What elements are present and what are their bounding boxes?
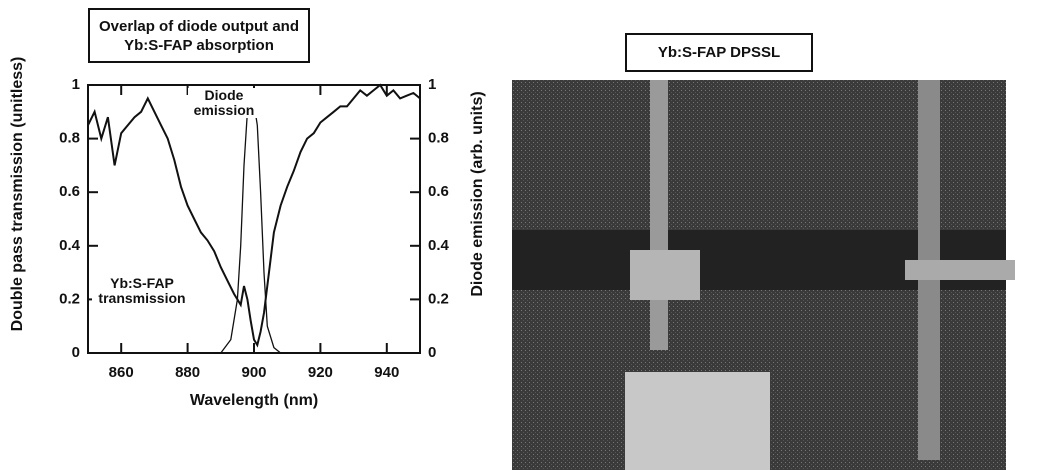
y-tick-label: 1 [72, 76, 80, 93]
y2-tick-label: 0.6 [428, 183, 449, 200]
photo [512, 80, 1015, 470]
annotation: Diode emission [188, 88, 260, 118]
photo-post [650, 80, 668, 350]
series-line [87, 83, 421, 348]
photo-box [625, 372, 770, 470]
plot: 860 880 900 920 940 0 0.2 0.4 0.6 0.8 1 0 0.2 0.4 0.6 0… [9, 57, 486, 410]
y-tick-label: 0 [72, 344, 80, 361]
photo-tube [905, 260, 1015, 280]
photo-title: Yb:S-FAP DPSSL [625, 33, 813, 72]
x-axis-label: Wavelength (nm) [190, 392, 318, 409]
y-tick-label: 0.8 [59, 130, 80, 147]
annotation: Yb:S-FAP transmission [92, 276, 192, 306]
y-axis-label: Double pass transmission (unitless) [9, 57, 26, 332]
x-tick-label: 860 [109, 364, 134, 381]
y-tick-label: 0.4 [59, 237, 81, 254]
plot-frame [87, 84, 421, 354]
x-tick-label: 940 [374, 364, 399, 381]
x-tick-label: 880 [175, 364, 200, 381]
photo-block [630, 250, 700, 300]
y2-tick-label: 0.4 [428, 237, 450, 254]
y2-tick-label: 0.8 [428, 130, 449, 147]
y2-tick-label: 1 [428, 76, 436, 93]
x-tick-label: 920 [308, 364, 333, 381]
y-tick-label: 0.6 [59, 183, 80, 200]
y2-axis-label: Diode emission (arb. units) [469, 91, 486, 296]
x-tick-label: 900 [241, 364, 266, 381]
y2-tick-label: 0.2 [428, 290, 449, 307]
chart-title: Overlap of diode output and Yb:S-FAP abs… [88, 8, 310, 63]
y-tick-label: 0.2 [59, 290, 80, 307]
y2-tick-label: 0 [428, 344, 436, 361]
